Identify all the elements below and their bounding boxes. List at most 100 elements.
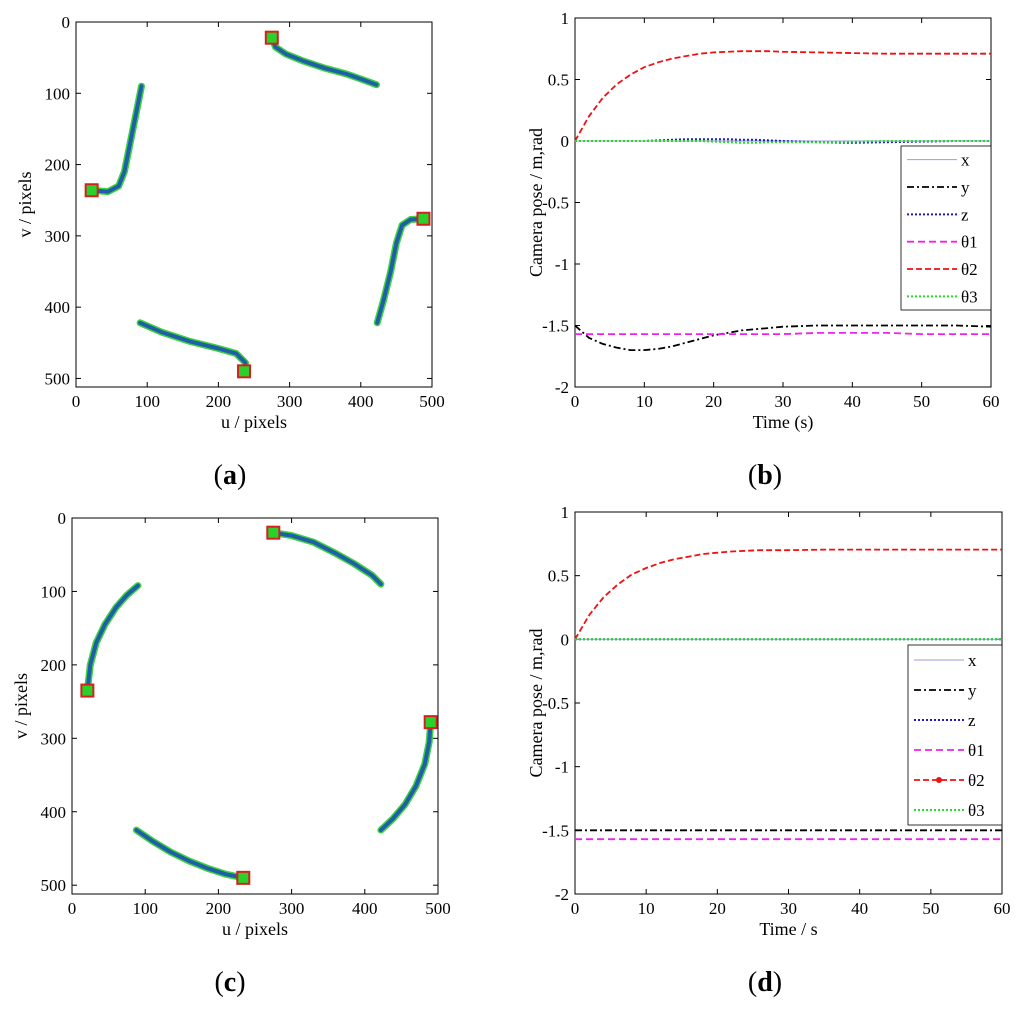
x-tick-label: 200 <box>206 899 232 918</box>
y-tick-label: -2 <box>555 885 569 904</box>
x-tick-label: 400 <box>348 392 374 411</box>
y-tick-label: 400 <box>41 803 67 822</box>
x-tick-label: 10 <box>638 899 655 918</box>
x-axis-label: u / pixels <box>221 412 287 432</box>
x-axis-label: u / pixels <box>222 919 288 939</box>
x-axis-label: Time (s) <box>753 412 814 433</box>
y-tick-label: 500 <box>41 876 67 895</box>
y-tick-label: -1.5 <box>542 821 569 840</box>
panel-label-a: (a) <box>214 460 247 491</box>
target-marker <box>237 364 252 379</box>
legend-label-t1: θ1 <box>968 741 985 760</box>
y-tick-label: 0 <box>62 13 71 32</box>
x-tick-label: 100 <box>132 899 158 918</box>
legend-label-t3: θ3 <box>961 287 978 306</box>
chart-d: 0 10 20 30 40 50 60 -2 -1.5 -1 -0.5 0 0.5 1 Time / s Ca… <box>526 503 1011 939</box>
y-tick-label: 200 <box>41 656 67 675</box>
trajectory-halo-feature-3 <box>377 718 435 834</box>
legend-label-z: z <box>968 711 976 730</box>
chart-b: 0 10 20 30 40 50 60 -2 -1.5 -1 -0.5 0 0.5 1 Time (s) Ca… <box>526 9 1000 433</box>
legend-box <box>907 644 1003 826</box>
x-tick-label: 300 <box>277 392 303 411</box>
y-tick-label: 100 <box>41 582 67 601</box>
y-tick-label: 0.5 <box>548 71 569 90</box>
y-tick-label: 0 <box>561 132 570 151</box>
axes-box-a <box>75 21 433 388</box>
trajectory-feature-3 <box>375 216 426 325</box>
series-line-y <box>574 324 992 351</box>
panel-label-c: (c) <box>214 967 245 998</box>
legend-swatch-dot <box>936 777 942 783</box>
y-tick-label: 300 <box>41 729 67 748</box>
target-marker <box>84 183 99 198</box>
y-tick-label: 400 <box>45 298 71 317</box>
series-line-t1 <box>575 332 991 335</box>
trajectory-halo-feature-2 <box>88 82 145 196</box>
axes-box-c <box>71 517 439 895</box>
legend-label-x: x <box>961 151 970 170</box>
legend-label-t2: θ2 <box>968 771 985 790</box>
y-tick-label: 1 <box>561 9 570 28</box>
y-tick-label: -0.5 <box>542 194 569 213</box>
x-tick-label: 200 <box>206 392 232 411</box>
y-tick-label: 1 <box>561 503 570 522</box>
y-tick-label: 100 <box>45 84 71 103</box>
target-marker <box>266 525 281 540</box>
y-tick-label: -1 <box>555 758 569 777</box>
legend-box <box>900 145 992 311</box>
y-tick-label: 0.5 <box>548 567 569 586</box>
trajectory-feature-4 <box>134 828 246 880</box>
legend-label-y: y <box>961 178 970 197</box>
legend-label-y: y <box>968 681 977 700</box>
y-tick-label: -1 <box>555 255 569 274</box>
x-tick-label: 100 <box>134 392 160 411</box>
trajectory-feature-2 <box>89 84 144 194</box>
x-tick-label: 0 <box>68 899 77 918</box>
x-tick-label: 500 <box>419 392 445 411</box>
y-axis-label: Camera pose / m,rad <box>526 629 546 778</box>
y-tick-label: 300 <box>45 227 71 246</box>
x-tick-label: 20 <box>709 899 726 918</box>
series-line-t2 <box>574 548 1002 640</box>
x-tick-label: 40 <box>844 392 861 411</box>
panel-label-d: (d) <box>748 967 782 998</box>
series-line-t3 <box>575 140 991 144</box>
x-tick-label: 30 <box>775 392 792 411</box>
legend-label-z: z <box>961 205 969 224</box>
x-tick-label: 60 <box>994 899 1011 918</box>
x-tick-label: 60 <box>983 392 1000 411</box>
legend-label-t3: θ3 <box>968 801 985 820</box>
x-tick-label: 30 <box>780 899 797 918</box>
y-tick-label: 200 <box>45 156 71 175</box>
x-tick-label: 0 <box>72 392 81 411</box>
trajectory-feature-4 <box>138 320 248 374</box>
y-tick-label: -2 <box>555 378 569 397</box>
target-marker <box>264 30 279 45</box>
target-marker <box>236 870 251 885</box>
trajectory-halo-feature-4 <box>132 826 247 882</box>
y-axis-label: v / pixels <box>15 172 35 238</box>
x-axis-label: Time / s <box>759 919 817 939</box>
y-tick-label: 0 <box>561 630 570 649</box>
x-tick-label: 50 <box>922 899 939 918</box>
x-tick-label: 50 <box>913 392 930 411</box>
legend-label-t2: θ2 <box>961 260 978 279</box>
trajectory-feature-3 <box>378 720 433 833</box>
y-tick-label: -1.5 <box>542 317 569 336</box>
x-tick-label: 500 <box>425 899 451 918</box>
target-marker <box>80 683 95 698</box>
x-tick-label: 0 <box>571 392 580 411</box>
y-axis-label: Camera pose / m,rad <box>526 128 546 277</box>
y-axis-label: v / pixels <box>11 673 31 739</box>
series-line-t2 <box>574 50 991 142</box>
x-tick-label: 400 <box>352 899 378 918</box>
panel-label-b: (b) <box>748 460 782 491</box>
x-tick-label: 20 <box>705 392 722 411</box>
trajectory-feature-2 <box>85 583 140 693</box>
x-tick-label: 0 <box>571 899 580 918</box>
y-tick-label: 0 <box>58 509 67 528</box>
legend-label-t1: θ1 <box>961 233 978 252</box>
